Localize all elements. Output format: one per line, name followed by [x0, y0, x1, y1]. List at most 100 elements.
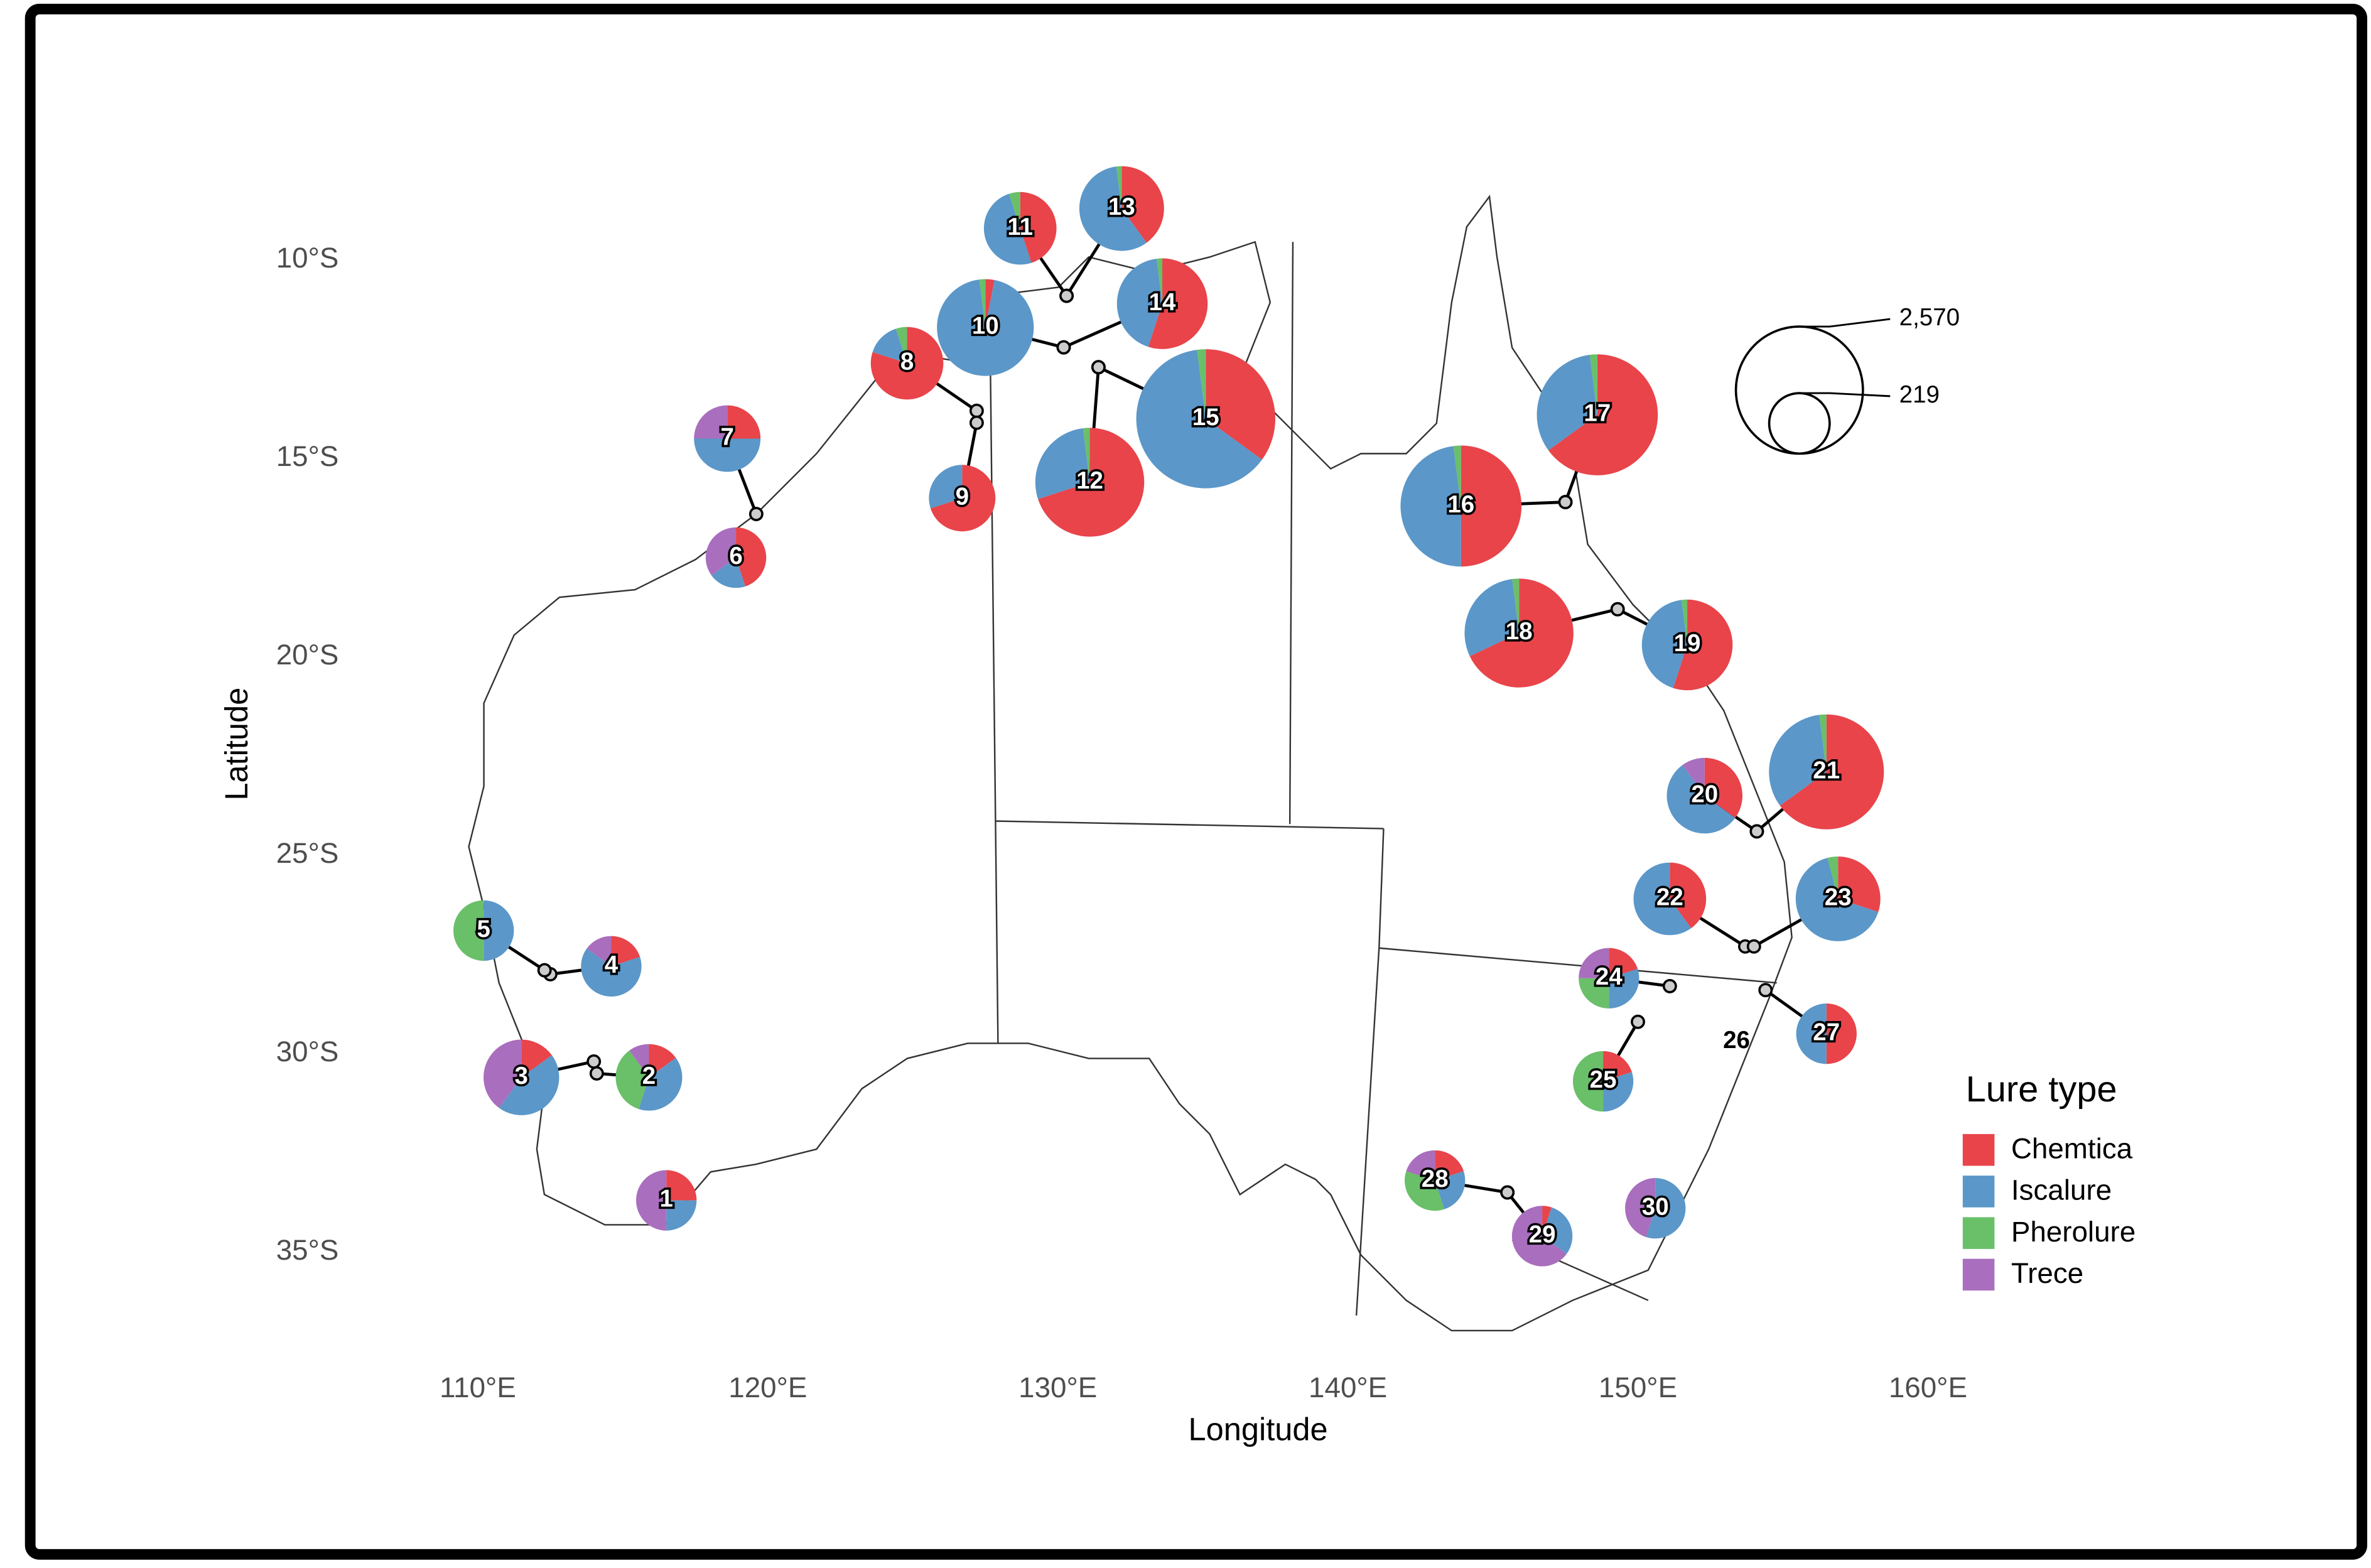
- pie-slice: [1020, 192, 1057, 263]
- pie-slice: [895, 327, 907, 364]
- legend-title: Lure type: [1966, 1069, 2117, 1110]
- pie-slice: [1795, 858, 1879, 941]
- pie-slice: [985, 279, 995, 328]
- pie-slice: [629, 1044, 649, 1078]
- pie-slice: [1704, 757, 1742, 818]
- pie-slice: [1405, 1171, 1445, 1211]
- site-label: 14: [1149, 289, 1176, 316]
- site-label: 12: [1076, 467, 1103, 494]
- site-point: [1662, 978, 1677, 993]
- site-label: 26: [1723, 1027, 1750, 1054]
- pie-slice: [1603, 1051, 1632, 1082]
- legend-swatch: [1962, 1176, 1995, 1208]
- pie-slice: [727, 405, 761, 439]
- pie-slice: [872, 328, 907, 364]
- site-label: 6: [729, 543, 742, 570]
- legend-swatch: [1962, 1217, 1995, 1249]
- pie-slice: [870, 327, 944, 400]
- pie-slice: [1197, 349, 1206, 419]
- site-label: 27: [1813, 1019, 1840, 1046]
- legend-swatch: [1962, 1258, 1995, 1291]
- site-point: [586, 1054, 602, 1069]
- pie-slice: [1769, 715, 1827, 806]
- site-label: 22: [1656, 884, 1683, 911]
- pie-slice: [1469, 578, 1574, 688]
- pie-slice: [1038, 428, 1145, 537]
- site-point: [1758, 983, 1773, 998]
- y-tick-label: 25°S: [276, 837, 339, 869]
- y-tick-label: 20°S: [276, 639, 339, 671]
- pie-slice: [1542, 1206, 1552, 1236]
- size-legend-label: 219: [1899, 381, 1940, 408]
- pie-slice: [1819, 714, 1827, 772]
- pie-slice: [1511, 1206, 1567, 1267]
- pie-slice: [1512, 578, 1520, 634]
- pie-slice: [1609, 968, 1639, 1008]
- site-point: [537, 963, 552, 978]
- site-label: 23: [1825, 884, 1852, 911]
- site-point: [1746, 939, 1761, 954]
- site-label: 24: [1596, 963, 1623, 990]
- site-point: [969, 415, 984, 430]
- pie-slice: [615, 1050, 649, 1110]
- site-label: 1: [659, 1186, 672, 1213]
- pie-slice: [1083, 428, 1090, 482]
- y-axis-title: Latitude: [219, 688, 254, 801]
- pie-slice: [1572, 1051, 1604, 1112]
- pie-slice: [1116, 258, 1163, 347]
- pie-slice: [1827, 856, 1839, 899]
- site-label: 17: [1584, 400, 1611, 427]
- pie-slice: [1435, 1171, 1466, 1209]
- pie-slice: [1609, 948, 1638, 978]
- site-label: 3: [515, 1062, 528, 1089]
- legend-label: Trece: [2011, 1257, 2083, 1289]
- pie-slice: [937, 279, 1034, 376]
- pie-slice: [1116, 166, 1122, 209]
- pie-slice: [521, 1039, 552, 1078]
- site-label: 7: [720, 424, 733, 451]
- pie-slice: [1537, 355, 1597, 451]
- pie-slice: [1682, 757, 1705, 796]
- pie-slice: [1206, 349, 1276, 460]
- x-tick-label: 140°E: [1309, 1371, 1387, 1403]
- pie-slice: [1673, 599, 1733, 691]
- pie-slice: [1838, 856, 1881, 912]
- pie-slice: [1079, 166, 1147, 251]
- legend-label: Iscalure: [2011, 1174, 2112, 1206]
- x-tick-label: 130°E: [1018, 1371, 1097, 1403]
- site-label: 30: [1642, 1193, 1669, 1220]
- pie-slice: [649, 1044, 676, 1078]
- pie-slice: [1008, 192, 1020, 229]
- site-label: 13: [1108, 193, 1135, 220]
- pie-slice: [1780, 714, 1884, 830]
- pie-slice: [666, 1170, 697, 1201]
- size-legend-leader: [1799, 392, 1891, 397]
- y-tick-label: 15°S: [276, 440, 339, 472]
- pie-slice: [1796, 1003, 1827, 1064]
- site-point: [1610, 602, 1625, 617]
- pie-slice: [581, 948, 642, 997]
- site-label: 21: [1813, 757, 1840, 784]
- pie-slice: [1121, 166, 1164, 243]
- pie-slice: [736, 527, 767, 587]
- x-tick-label: 150°E: [1599, 1371, 1677, 1403]
- pie-slice: [1666, 765, 1736, 834]
- pie-slice: [1406, 1150, 1435, 1181]
- pie-slice: [694, 405, 728, 439]
- pie-slice: [499, 1055, 559, 1115]
- pie-slice: [711, 558, 745, 588]
- pie-slice: [1548, 354, 1658, 475]
- size-legend-leader: [1799, 318, 1891, 328]
- y-tick-label: 30°S: [276, 1035, 339, 1068]
- site-label: 25: [1590, 1066, 1617, 1093]
- pie-slice: [586, 936, 612, 966]
- legend-label: Chemtica: [2011, 1132, 2133, 1164]
- site-label: 15: [1192, 404, 1219, 431]
- site-point: [589, 1066, 604, 1081]
- pie-slice: [1641, 600, 1688, 688]
- pie-slice: [1542, 1207, 1573, 1254]
- site-point: [1631, 1014, 1645, 1029]
- frame: [24, 4, 2367, 1560]
